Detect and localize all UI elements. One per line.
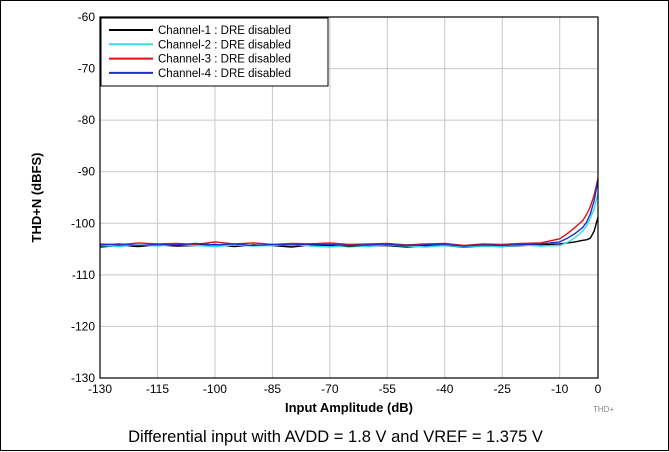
y-tick-label-3: -90 <box>78 165 96 179</box>
series-lines <box>99 178 599 248</box>
y-tick-label-4: -100 <box>71 216 95 230</box>
x-tick-label-6: -40 <box>436 382 454 396</box>
y-tick-label-0: -60 <box>78 10 96 24</box>
y-tick-label-1: -70 <box>78 62 96 76</box>
figure-caption: Differential input with AVDD = 1.8 V and… <box>128 428 543 446</box>
x-tick-label-1: -115 <box>146 382 169 396</box>
legend-label-channel-2: Channel-2 : DRE disabled <box>158 39 291 51</box>
legend-label-channel-3: Channel-3 : DRE disabled <box>158 54 291 66</box>
legend-label-channel-1: Channel-1 : DRE disabled <box>158 25 291 37</box>
y-tick-label-5: -110 <box>72 268 95 282</box>
x-tick-label-7: -25 <box>494 382 512 396</box>
x-tick-label-2: -100 <box>203 382 227 396</box>
series-line-channel-1 <box>99 216 599 248</box>
legend-label-channel-4: Channel-4 : DRE disabled <box>158 68 291 80</box>
y-tick-label-2: -80 <box>78 113 96 127</box>
x-tick-label-4: -70 <box>321 382 339 396</box>
x-tick-label-0: -130 <box>88 382 112 396</box>
y-tick-label-7: -130 <box>71 371 95 385</box>
figure-id-watermark: THD+ <box>593 405 614 414</box>
y-tick-label-6: -120 <box>71 319 95 333</box>
x-tick-label-9: 0 <box>595 382 602 396</box>
plot-area-border <box>99 16 599 379</box>
series-line-channel-4 <box>99 179 599 247</box>
x-tick-label-8: -10 <box>551 382 569 396</box>
y-axis-label: THD+N (dBFS) <box>29 153 44 243</box>
x-axis-label: Input Amplitude (dB) <box>285 400 413 415</box>
x-tick-label-3: -85 <box>264 382 282 396</box>
series-line-channel-2 <box>99 193 599 248</box>
series-line-channel-3 <box>99 178 599 247</box>
x-tick-label-5: -55 <box>379 382 397 396</box>
y-tick-labels: -60 -70 -80 -90 -100 -110 -120 -130 <box>71 10 95 385</box>
x-tick-labels: -130 -115 -100 -85 -70 -55 -40 -25 -10 0 <box>88 382 602 396</box>
legend: Channel-1 : DRE disabled Channel-2 : DRE … <box>100 17 329 87</box>
